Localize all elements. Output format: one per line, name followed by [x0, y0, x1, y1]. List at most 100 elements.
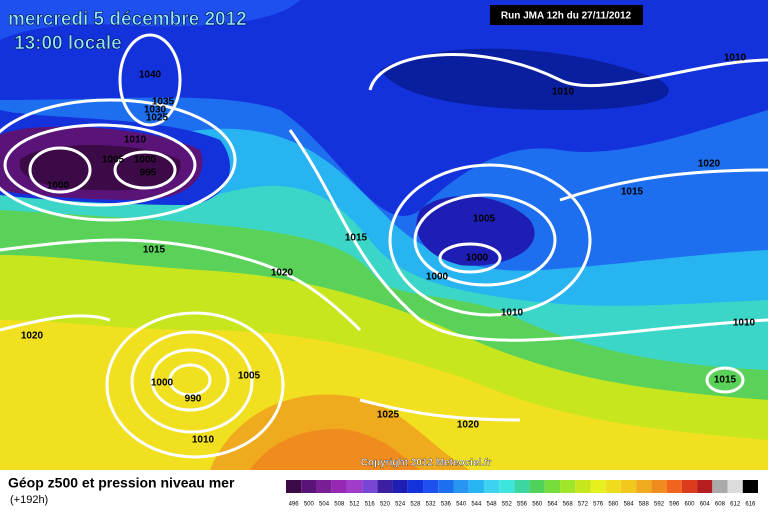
colorbar-tick-label: 512 — [350, 502, 361, 508]
map-date: mercredi 5 décembre 2012 — [8, 9, 247, 30]
color-swatch — [346, 480, 363, 493]
isobar-label: 1020 — [457, 420, 480, 431]
color-swatch — [681, 480, 698, 493]
color-swatch — [423, 480, 439, 493]
color-swatch — [575, 480, 591, 493]
color-swatch — [377, 480, 393, 493]
run-info: Run JMA 12h du 27/11/2012 — [501, 11, 632, 22]
colorbar-tick-label: 524 — [395, 502, 406, 508]
isobar-label: 1010 — [124, 135, 147, 146]
isobar-label: 1005 — [238, 371, 261, 382]
colorbar-tick-label: 544 — [471, 502, 482, 508]
colorbar-tick-label: 504 — [319, 502, 330, 508]
color-swatch — [514, 480, 530, 493]
isobar-label: 1040 — [139, 70, 162, 81]
isobars — [0, 33, 768, 459]
color-swatch — [651, 480, 667, 493]
isobar-label: 1000 — [466, 253, 489, 264]
color-swatch — [605, 480, 621, 493]
color-swatch — [636, 480, 652, 493]
isobar-label: 1000 — [426, 272, 449, 283]
map-time: 13:00 locale — [14, 33, 122, 54]
color-swatch — [712, 480, 728, 493]
isobar-label: 1015 — [714, 375, 737, 386]
isobar-label: 1020 — [21, 331, 44, 342]
color-swatch — [286, 480, 302, 493]
isobar-label: 1015 — [345, 233, 368, 244]
color-swatch — [483, 480, 500, 493]
isobar-label: 1000 — [151, 378, 174, 389]
colorbar-tick-label: 548 — [487, 502, 498, 508]
colorbar-tick-label: 596 — [669, 502, 680, 508]
isobar-label: 995 — [140, 168, 157, 179]
color-swatch — [316, 480, 332, 493]
colorbar-tick-label: 532 — [426, 502, 437, 508]
color-swatch — [697, 480, 713, 493]
color-swatch — [529, 480, 545, 493]
run-box — [490, 5, 643, 25]
isobar-label: 1000 — [47, 181, 70, 192]
colorbar-tick-label: 516 — [365, 502, 376, 508]
isobar-label: 1010 — [501, 308, 524, 319]
colorbar-tick-label: 612 — [730, 502, 741, 508]
colorbar-tick-label: 580 — [608, 502, 619, 508]
colorbar-tick-label: 500 — [304, 502, 315, 508]
isobar-label: 1005 — [473, 214, 496, 225]
color-swatch — [392, 480, 408, 493]
colorbar-tick-label: 576 — [593, 502, 604, 508]
map-background — [0, 0, 768, 470]
colorbar-tick-label: 536 — [441, 502, 452, 508]
colorbar: 496 500 504 508 512 516 520 524 528 532 536 540 544 5… — [286, 480, 758, 508]
isobar-label: 1010 — [192, 435, 215, 446]
color-swatch — [407, 480, 424, 493]
colorbar-tick-label: 556 — [517, 502, 528, 508]
color-swatch — [544, 480, 561, 493]
colorbar-tick-label: 572 — [578, 502, 589, 508]
legend-lead: (+192h) — [10, 494, 48, 506]
color-swatch — [666, 480, 682, 493]
copyright: Copyright 2012 Meteociel.fr — [361, 458, 492, 469]
color-swatch — [453, 480, 469, 493]
isobar-label: 990 — [185, 394, 202, 405]
colorbar-tick-label: 564 — [547, 502, 558, 508]
color-swatch — [620, 480, 637, 493]
colorbar-tick-label: 592 — [654, 502, 665, 508]
color-swatch — [438, 480, 454, 493]
colorbar-tick-label: 508 — [334, 502, 345, 508]
color-swatch — [468, 480, 484, 493]
isobar-label: 1015 — [621, 187, 644, 198]
colorbar-tick-label: 604 — [700, 502, 711, 508]
color-swatch — [727, 480, 743, 493]
colorbar-tick-label: 616 — [745, 502, 756, 508]
colorbar-tick-label: 588 — [639, 502, 650, 508]
legend-title: Géop z500 et pression niveau mer — [8, 475, 235, 491]
colorbar-tick-label: 540 — [456, 502, 467, 508]
color-swatch — [560, 480, 576, 493]
colorbar-tick-label: 584 — [624, 502, 635, 508]
isobar-label: 1010 — [552, 87, 575, 98]
colorbar-tick-label: 608 — [715, 502, 726, 508]
isobar-label: 1010 — [733, 318, 756, 329]
color-swatch — [301, 480, 317, 493]
isobar-label: 1025 — [146, 113, 169, 124]
isobar-label: 1015 — [143, 245, 166, 256]
colorbar-tick-label: 568 — [563, 502, 574, 508]
colorbar-tick-label: 552 — [502, 502, 513, 508]
isobar-label: 1020 — [271, 268, 294, 279]
colorbar-tick-label: 520 — [380, 502, 391, 508]
colorbar-tick-label: 560 — [532, 502, 543, 508]
color-swatch — [499, 480, 515, 493]
color-swatch — [331, 480, 347, 493]
color-swatch — [590, 480, 606, 493]
colorbar-tick-label: 528 — [410, 502, 421, 508]
color-swatch — [742, 480, 758, 493]
isobar-label: 1010 — [724, 53, 747, 64]
colorbar-tick-label: 600 — [684, 502, 695, 508]
isobar-label: 1000 — [134, 155, 157, 166]
isobar-label: 1005 — [102, 155, 125, 166]
isobar-label: 1035 — [152, 97, 175, 108]
isobar-label: 1030 — [144, 105, 167, 116]
color-swatch — [362, 480, 378, 493]
